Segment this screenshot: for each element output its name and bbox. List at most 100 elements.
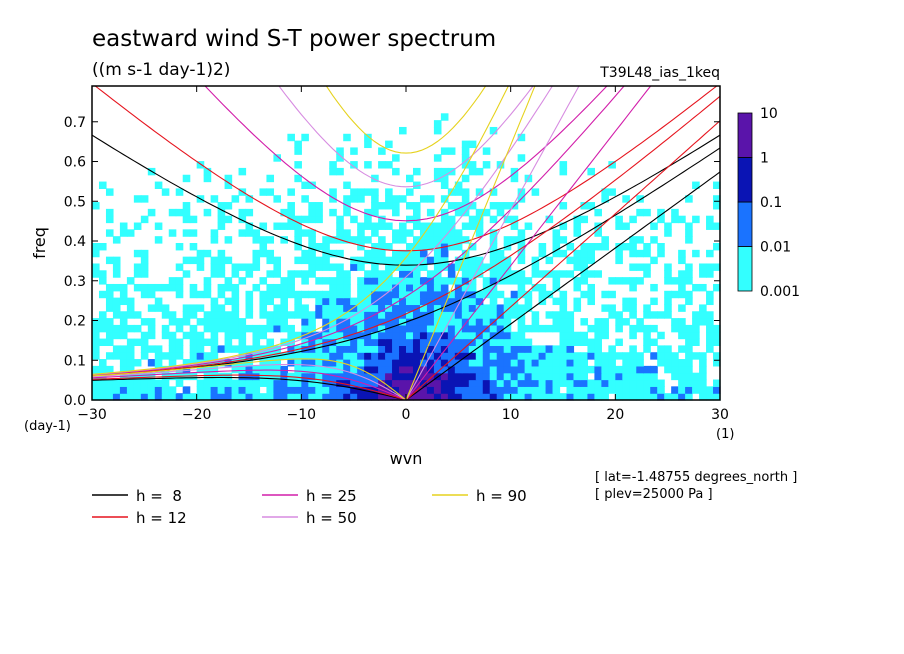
heatmap-cell: [468, 359, 477, 367]
heatmap-cell: [322, 277, 330, 285]
heatmap-cell: [461, 359, 470, 367]
heatmap-cell: [713, 386, 721, 394]
heatmap-cell: [210, 338, 219, 346]
heatmap-cell: [231, 324, 240, 333]
heatmap-cell: [189, 324, 198, 333]
heatmap-cell: [601, 365, 609, 374]
heatmap-cell: [545, 386, 554, 394]
heatmap-cell: [496, 256, 505, 265]
heatmap-cell: [566, 365, 575, 374]
heatmap-cell: [650, 379, 658, 387]
heatmap-cell: [559, 338, 568, 346]
heatmap-cell: [280, 386, 288, 394]
heatmap-cell: [301, 352, 309, 360]
heatmap-cell: [329, 365, 337, 374]
heatmap-cell: [294, 331, 302, 340]
heatmap-cell: [468, 161, 477, 169]
heatmap-cell: [594, 270, 602, 278]
heatmap-cell: [371, 290, 379, 299]
heatmap-cell: [461, 352, 470, 360]
heatmap-cell: [182, 174, 191, 183]
y-axis-ticks: 0.00.10.20.30.40.50.60.7: [64, 115, 720, 409]
heatmap-cell: [406, 365, 414, 374]
x-axis-ticks: −30 −20 −10 0 10 20 30: [77, 86, 729, 423]
heatmap-cell: [587, 345, 595, 353]
heatmap-cell: [245, 372, 254, 381]
heatmap-cell: [538, 365, 547, 374]
y-tick-label: 0.2: [64, 314, 86, 330]
heatmap-cell: [545, 215, 554, 224]
heatmap-cell: [224, 277, 233, 285]
heatmap-cell: [378, 283, 386, 292]
heatmap-cell: [594, 229, 602, 237]
heatmap-cell: [482, 304, 491, 312]
heatmap-cell: [126, 324, 135, 333]
heatmap-cell: [182, 304, 191, 312]
heatmap-cell: [447, 277, 456, 285]
heatmap-cell: [343, 208, 351, 217]
heatmap-cell: [252, 324, 261, 333]
heatmap-cell: [552, 229, 561, 237]
heatmap-cell: [168, 208, 177, 217]
heatmap-cell: [650, 386, 658, 394]
heatmap-cell: [517, 256, 526, 265]
heatmap-cell: [203, 249, 212, 258]
heatmap-cell: [454, 386, 463, 394]
heatmap-cell: [713, 359, 721, 367]
heatmap-cell: [510, 277, 519, 285]
heatmap-cell: [482, 365, 491, 374]
heatmap-cell: [364, 215, 372, 224]
heatmap-cell: [433, 331, 442, 340]
legend-label: h = 90: [476, 487, 527, 505]
heatmap-cell: [343, 195, 351, 203]
heatmap-cell: [419, 318, 428, 326]
heatmap-cell: [706, 324, 714, 333]
heatmap-cell: [692, 318, 700, 326]
heatmap-cell: [196, 263, 205, 271]
heatmap-cell: [399, 126, 407, 135]
heatmap-cell: [399, 290, 407, 299]
heatmap-cell: [343, 236, 351, 244]
heatmap-cell: [406, 372, 414, 381]
heatmap-cell: [699, 393, 707, 401]
heatmap-cell: [643, 338, 651, 346]
heatmap-cell: [699, 311, 707, 319]
heatmap-cell: [203, 386, 212, 394]
heatmap-cell: [713, 263, 721, 271]
heatmap-cell: [140, 249, 149, 258]
heatmap-cell: [468, 365, 477, 374]
heatmap-cell: [412, 249, 421, 258]
heatmap-cell: [105, 318, 114, 326]
heatmap-cell: [573, 365, 582, 374]
heatmap-cell: [447, 393, 456, 401]
heatmap-cell: [140, 331, 149, 340]
heatmap-cell: [426, 283, 435, 292]
heatmap-cell: [210, 297, 219, 306]
heatmap-cell: [629, 311, 637, 319]
heatmap-cell: [706, 393, 714, 401]
heatmap-cell: [315, 304, 323, 312]
heatmap-cell: [287, 208, 295, 217]
heatmap-cell: [692, 386, 700, 394]
heatmap-cell: [699, 386, 707, 394]
heatmap-cell: [161, 283, 170, 292]
heatmap-cell: [496, 331, 505, 340]
heatmap-cell: [636, 318, 644, 326]
heatmap-cell: [329, 277, 337, 285]
heatmap-cell: [706, 311, 714, 319]
heatmap-cell: [98, 338, 107, 346]
heatmap-cell: [461, 222, 470, 230]
heatmap-cell: [224, 345, 233, 353]
heatmap-cell: [105, 365, 114, 374]
heatmap-cell: [706, 270, 714, 278]
heatmap-cell: [259, 324, 268, 333]
heatmap-cell: [98, 386, 107, 394]
heatmap-cell: [175, 290, 184, 299]
heatmap-cell: [322, 256, 330, 265]
heatmap-cell: [489, 202, 498, 210]
heatmap-cell: [412, 270, 421, 278]
heatmap-cell: [182, 311, 191, 319]
heatmap-cell: [461, 208, 470, 217]
heatmap-cell: [573, 249, 582, 258]
heatmap-cell: [238, 393, 247, 401]
